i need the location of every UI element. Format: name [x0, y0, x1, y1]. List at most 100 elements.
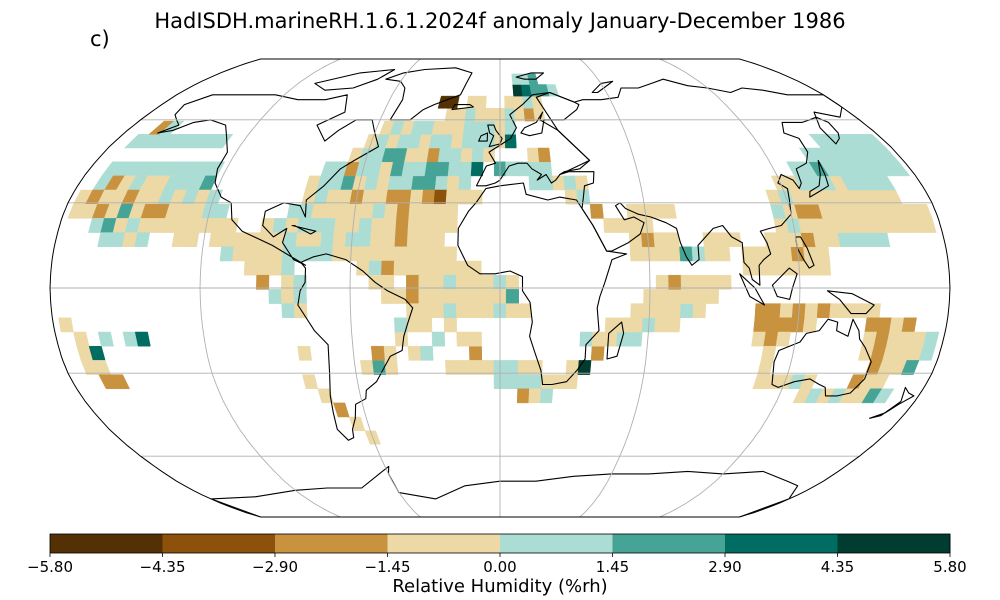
- anomaly-cell: [431, 331, 446, 347]
- anomaly-cell: [411, 175, 426, 191]
- anomaly-cell: [505, 303, 519, 319]
- anomaly-cell: [564, 189, 579, 205]
- anomaly-cell: [468, 289, 482, 304]
- anomaly-cell: [804, 260, 819, 276]
- anomaly-cell: [469, 345, 483, 361]
- anomaly-cell: [539, 388, 554, 404]
- map-outline: [49, 58, 951, 518]
- anomaly-cell: [518, 303, 532, 319]
- anomaly-cell: [333, 218, 349, 233]
- anomaly-cell: [716, 246, 731, 262]
- coastline: [210, 465, 799, 517]
- anomaly-cell: [335, 203, 351, 219]
- anomaly-cell: [653, 232, 668, 248]
- anomaly-cell: [433, 189, 448, 205]
- anomaly-cell: [302, 374, 319, 390]
- anomaly-cell: [481, 274, 495, 290]
- anomaly-cell: [420, 345, 434, 361]
- anomaly-cell: [454, 108, 467, 122]
- anomaly-cell: [667, 303, 682, 319]
- colorbar-swatch: [275, 534, 388, 553]
- anomaly-cell: [666, 246, 681, 262]
- anomaly-cell: [449, 147, 463, 163]
- anomaly-cell: [505, 374, 519, 390]
- anomaly-cell: [421, 189, 436, 205]
- anomaly-cell: [407, 218, 422, 233]
- anomaly-cell: [574, 175, 589, 191]
- anomaly-cell: [481, 303, 495, 319]
- anomaly-cell: [540, 175, 554, 191]
- anomaly-cell: [767, 260, 782, 276]
- anomaly-cell: [617, 317, 631, 333]
- colorbar-swatch: [612, 534, 726, 553]
- colorbar-tick-label: 2.90: [708, 558, 742, 576]
- anomaly-cell: [447, 161, 461, 177]
- anomaly-cell: [383, 218, 397, 233]
- anomaly-cell: [397, 189, 412, 205]
- coastline: [157, 94, 380, 266]
- anomaly-cell: [244, 246, 259, 262]
- anomaly-cell: [297, 345, 312, 361]
- anomaly-cell: [666, 317, 681, 333]
- coastline: [591, 80, 614, 94]
- anomaly-cell: [432, 203, 447, 219]
- anomaly-cell: [763, 331, 779, 347]
- anomaly-cell: [406, 260, 420, 276]
- anomaly-cell: [445, 360, 459, 375]
- anomaly-cell: [295, 232, 310, 248]
- anomaly-cell: [804, 303, 819, 319]
- anomaly-cell: [517, 360, 531, 375]
- anomaly-cell: [307, 232, 323, 248]
- colorbar-swatch: [387, 534, 501, 553]
- anomaly-cell: [516, 388, 530, 404]
- anomaly-cell: [268, 260, 283, 276]
- anomaly-cell: [431, 232, 445, 248]
- coastline: [291, 224, 317, 235]
- anomaly-cell: [457, 360, 471, 375]
- anomaly-cell: [333, 402, 350, 418]
- anomaly-cell: [381, 289, 395, 304]
- anomaly-cell: [443, 246, 457, 262]
- colorbar: [49, 533, 951, 557]
- anomaly-cell: [233, 232, 249, 248]
- anomaly-cell: [513, 95, 525, 109]
- anomaly-cell: [419, 218, 434, 233]
- anomaly-cell: [407, 345, 422, 361]
- anomaly-cell: [269, 246, 284, 262]
- anomaly-cell: [394, 232, 409, 248]
- colorbar-swatch: [162, 534, 276, 553]
- anomaly-cell: [431, 303, 445, 319]
- colorbar-tick-label: −1.45: [364, 558, 411, 576]
- anomaly-cell: [317, 388, 334, 404]
- anomaly-cell: [385, 189, 400, 205]
- anomaly-cell: [457, 189, 471, 205]
- coastline: [809, 159, 830, 198]
- anomaly-cell: [459, 161, 473, 177]
- colorbar-swatch: [837, 534, 951, 553]
- colorbar-tick-label: −5.80: [27, 558, 73, 576]
- anomaly-cell: [431, 260, 445, 276]
- anomaly-cell: [426, 147, 441, 163]
- anomaly-cell: [359, 203, 375, 219]
- anomaly-cell: [779, 260, 794, 276]
- anomaly-cell: [443, 274, 457, 290]
- anomaly-cell: [693, 274, 707, 290]
- anomaly-cell: [754, 260, 769, 276]
- anomaly-cell: [281, 289, 295, 304]
- anomaly-cell: [434, 175, 449, 191]
- anomaly-cell: [443, 260, 457, 276]
- anomaly-cell: [526, 147, 540, 163]
- coastline: [771, 318, 872, 397]
- anomaly-cell: [369, 246, 383, 262]
- anomaly-cell: [464, 108, 477, 122]
- anomaly-cell: [219, 246, 235, 262]
- anomaly-cell: [705, 289, 719, 304]
- anomaly-cell: [817, 260, 832, 276]
- anomaly-cell: [399, 175, 414, 191]
- anomaly-cell: [551, 175, 566, 191]
- anomaly-cell: [360, 360, 375, 375]
- anomaly-cell: [757, 360, 774, 375]
- anomaly-cell: [268, 289, 282, 304]
- anomaly-cell: [419, 232, 433, 248]
